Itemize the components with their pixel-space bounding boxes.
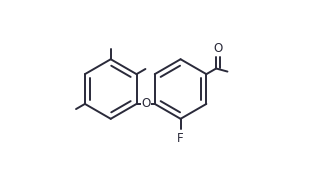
Text: F: F xyxy=(177,131,184,144)
Text: O: O xyxy=(213,42,223,55)
Text: O: O xyxy=(141,98,150,110)
